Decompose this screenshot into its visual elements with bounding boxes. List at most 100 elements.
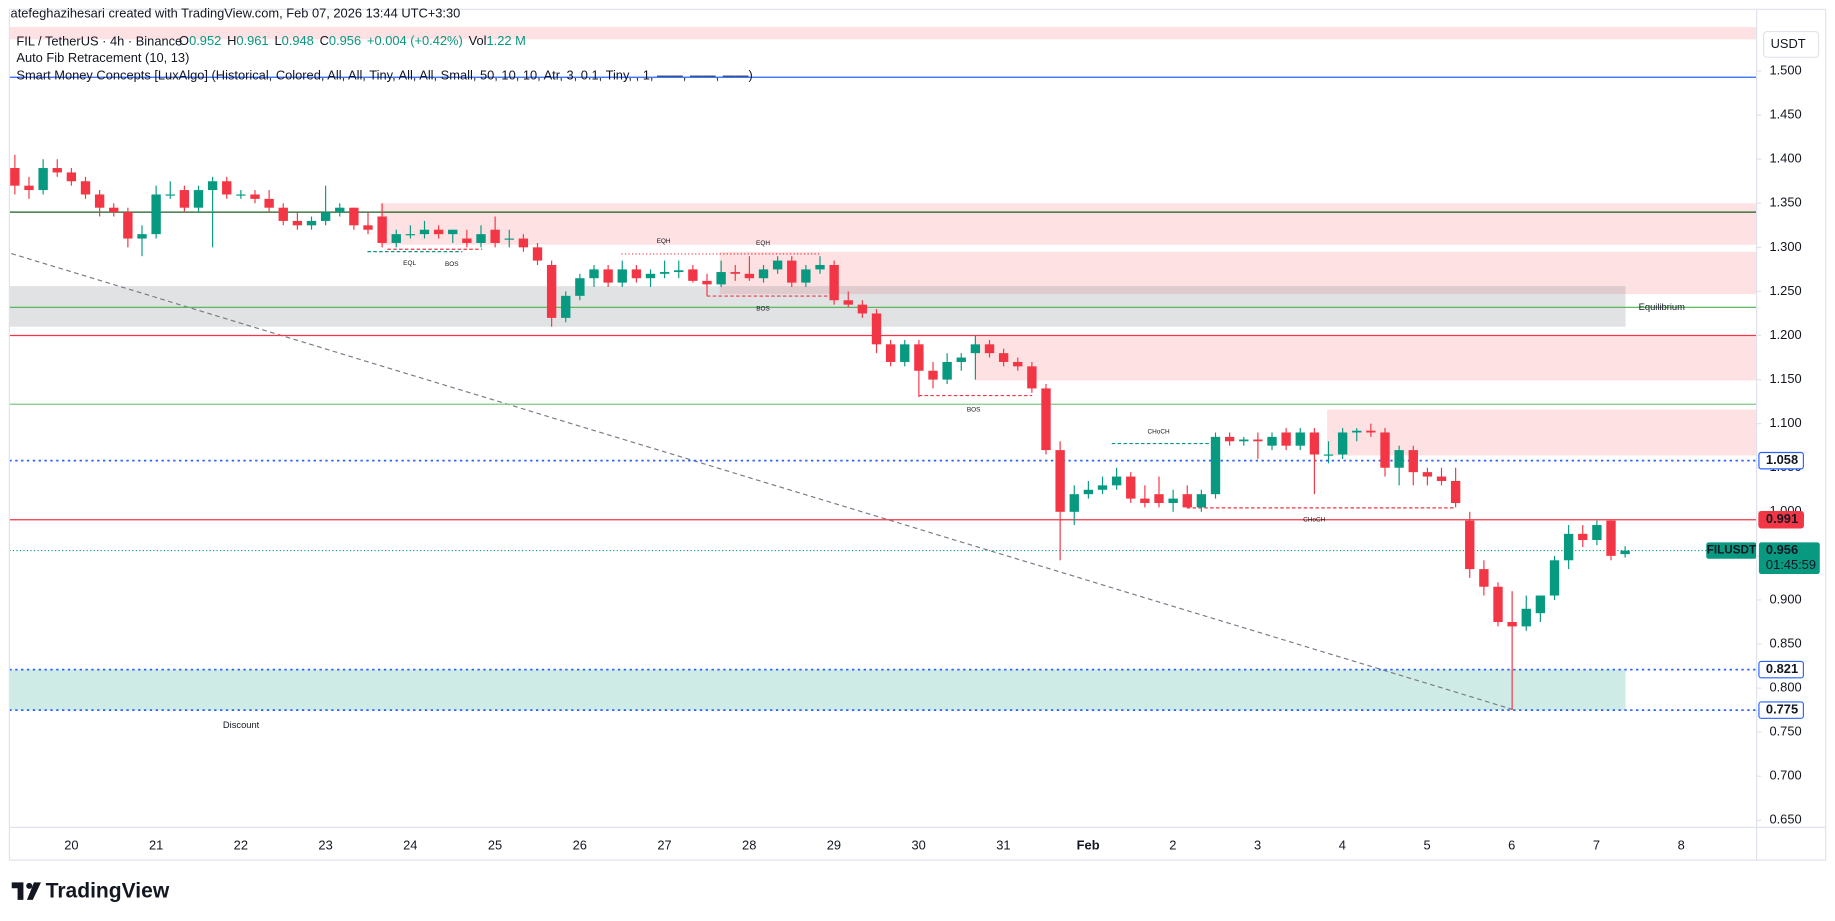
candle-body [589,269,599,279]
x-tick-label: 27 [657,838,671,853]
candle-body [518,238,529,248]
y-tick-label: 1.100 [1769,415,1801,430]
symbol-badge [1706,542,1757,559]
candle-body [561,295,571,318]
candle-body [659,272,670,274]
annotation: CHoCH [1303,516,1325,523]
candle-body [1267,436,1277,446]
annotation: BOS [756,306,770,313]
ohlc-label: C [320,34,329,49]
candle-body [66,172,77,182]
candle-body [532,247,543,261]
y-tick-label: 0.800 [1769,680,1801,695]
candle-body [1196,494,1207,508]
countdown: 01:45:59 [1766,557,1816,572]
annotation: BOS [445,261,459,268]
candle-body [419,229,430,235]
y-tick-label: 0.850 [1769,635,1801,650]
currency[interactable]: USDT [1771,36,1806,51]
candle-body [815,264,825,270]
candle-body [688,269,698,281]
zone [9,286,1626,327]
zone [974,336,1757,381]
candle-body [1224,436,1235,442]
candle-body [306,220,317,226]
price-badge-label: 0.821 [1766,661,1798,676]
candle-body [1422,472,1433,477]
candle-body [207,181,218,191]
x-tick-label: 22 [234,838,248,853]
price-badge-label: 0.775 [1766,702,1798,717]
candle-body [1479,569,1489,587]
candle-body [1408,450,1418,473]
y-tick-label: 1.300 [1769,239,1801,254]
candle-body [956,357,966,362]
candle-body [1380,432,1390,468]
change: +0.004 (+0.42%) [367,34,463,49]
candle-body [843,300,853,305]
y-tick-label: 0.700 [1769,768,1801,783]
candle-body [631,269,642,279]
levels [9,76,1757,712]
volume-label: Vol [469,34,487,49]
candle-body [871,313,882,345]
candle-body [278,207,288,221]
candle-body [1239,439,1249,442]
candle-body [1592,525,1602,541]
annotation: EQH [756,240,770,247]
candle-body [928,370,938,380]
candle-body [603,269,613,283]
annotation: Equilibrium [1639,302,1685,312]
candle-body [1620,550,1630,555]
x-tick-label: 23 [318,838,332,853]
candle-body [1281,432,1291,446]
candle-body [349,207,359,226]
candle-body [292,220,303,226]
x-tick-label: 21 [149,838,163,853]
candle-body [391,234,401,243]
candle-body [1027,366,1037,389]
candle-body [702,280,712,285]
candle-body [1465,520,1475,570]
x-tick-label: 5 [1423,838,1430,853]
candle-body [1013,361,1023,367]
candle-body [1563,533,1574,561]
candle-body [165,194,175,196]
candle-body [504,238,514,240]
candle-body [1253,439,1263,442]
ohlc-value: 0.948 [282,34,314,49]
candle-body [787,260,797,283]
y-tick-label: 0.900 [1769,591,1801,606]
zone [719,251,1757,295]
currency-box[interactable] [1763,31,1820,58]
annotation: Discount [223,720,260,730]
x-tick-label: 30 [912,838,926,853]
watermark: atefeghazihesari created with TradingVie… [11,5,461,20]
candle-body [335,207,345,213]
candle-body [1606,520,1616,556]
candle-body [1041,388,1051,451]
candle-body [1140,498,1150,503]
candle-body [363,225,373,230]
price-badge [1758,510,1804,529]
x-tick-label: 6 [1508,838,1515,853]
zone [9,669,1626,711]
ohlc-label: O [179,34,189,49]
candle-body [1352,430,1362,433]
candle-body [1309,432,1320,455]
logo: TradingView [46,879,170,902]
x-tick-label: 4 [1339,838,1346,853]
symbol: FIL / TetherUS · 4h · Binance [16,34,182,49]
candle-body [998,353,1009,362]
candle-body [52,168,62,173]
price-badge-label: 0.991 [1766,511,1798,526]
candle-body [10,168,20,186]
candle-body [448,229,458,235]
y-tick-label: 1.500 [1769,62,1801,77]
candle-body [1394,450,1404,468]
candle-body [546,264,557,318]
zone [380,203,1757,245]
x-tick-label: 25 [488,838,502,853]
